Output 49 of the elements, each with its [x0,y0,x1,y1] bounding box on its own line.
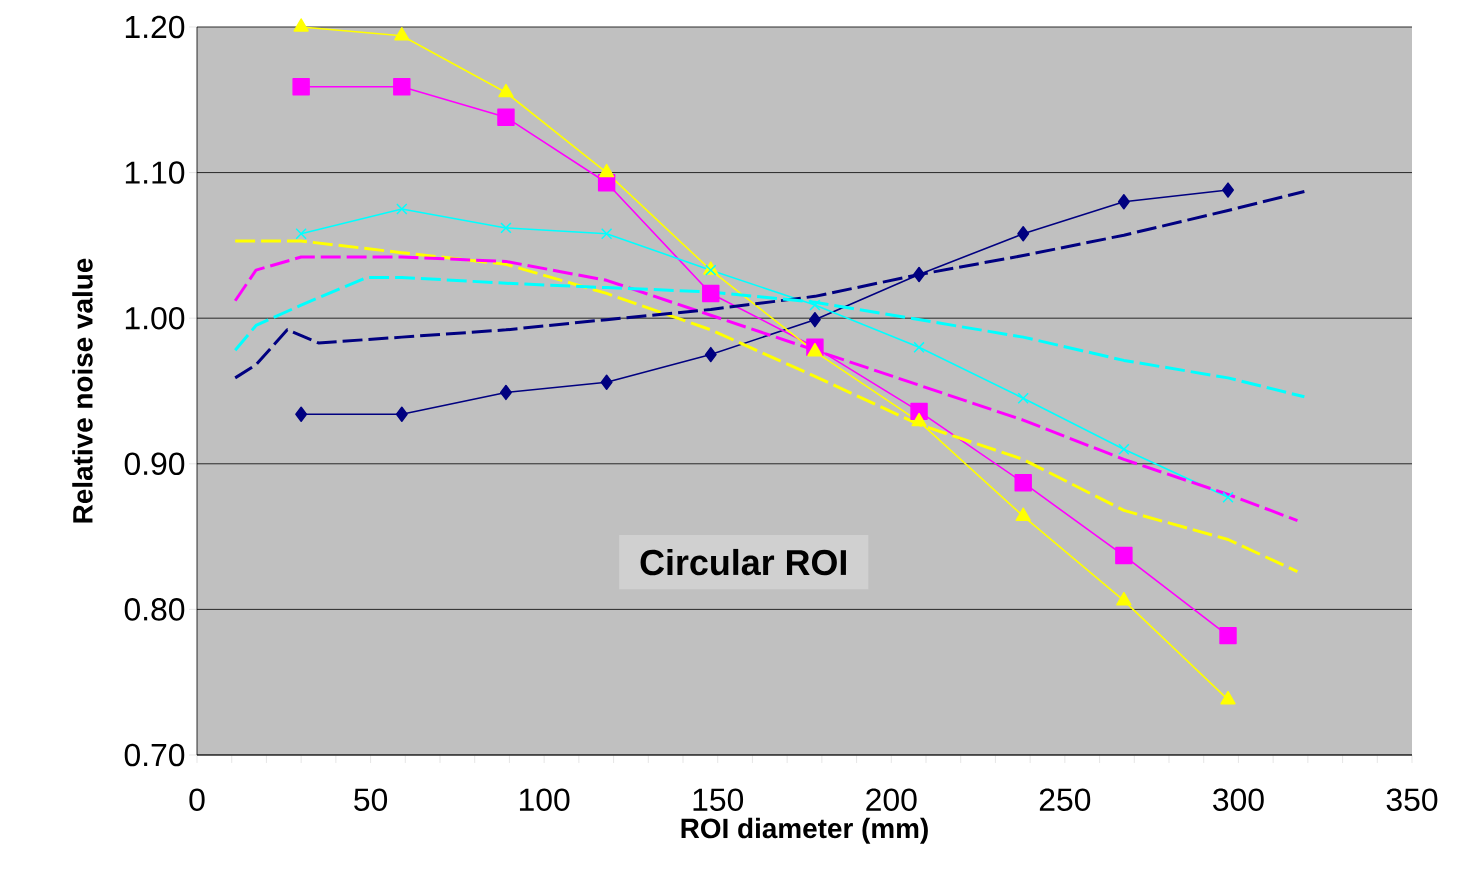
point [395,406,408,423]
annotation: Circular ROI [640,548,846,576]
point [702,284,720,303]
point [600,374,613,390]
point [600,228,613,240]
point [1222,491,1234,503]
y-tick-label: 1.20 [125,15,185,39]
point [295,406,308,423]
point [394,27,410,41]
point [809,299,821,311]
x-tick-label: 0 [189,788,205,811]
point [497,108,515,126]
x-axis-title: ROI diameter (mm) [681,817,928,844]
x-tick-label: 300 [1213,788,1264,811]
y-tick-label: 0.70 [124,743,185,767]
point [396,203,408,215]
point [500,222,512,234]
point [293,18,309,32]
point [498,83,514,98]
y-tick-label: 1.10 [125,161,185,184]
point [499,384,512,401]
point [808,311,821,328]
x-tick-label: 150 [693,788,744,811]
point [913,341,925,353]
y-tick-label: 0.80 [124,598,185,621]
point [393,77,411,96]
point [913,266,926,283]
point [598,163,615,178]
point [1117,193,1130,210]
point [295,228,307,240]
x-tick-label: 100 [519,788,570,811]
point [292,77,310,96]
x-tick-label: 350 [1386,788,1438,811]
point [911,412,927,427]
y-axis-title: Relative noise value [72,258,93,523]
point [1115,546,1133,565]
point [704,346,717,363]
x-tick-label: 200 [866,788,917,811]
y-tick-label: 0.90 [124,452,185,476]
point [807,342,823,357]
point [1219,626,1237,645]
y-tick-label: 1.00 [125,306,185,330]
x-tick-label: 50 [354,788,388,811]
x-tick-label: 250 [1039,788,1091,811]
point [1017,392,1029,404]
point [1014,474,1032,492]
point [1222,182,1234,198]
point [1017,226,1030,242]
point [1118,443,1130,455]
